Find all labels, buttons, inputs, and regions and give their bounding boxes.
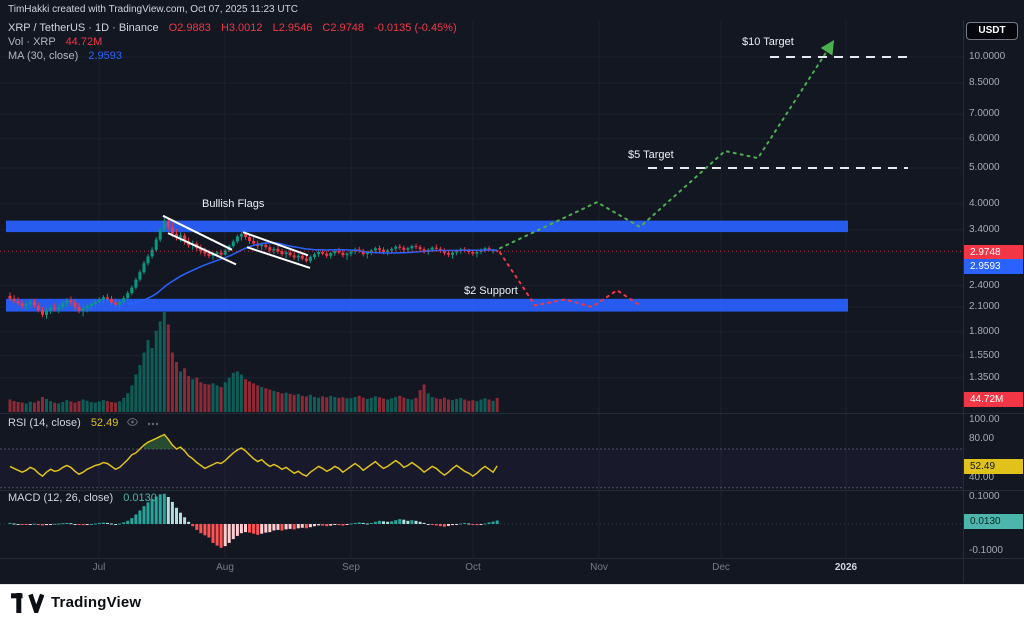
- axis-tick-label[interactable]: 1.8000: [969, 325, 1000, 337]
- eye-icon[interactable]: [127, 417, 139, 429]
- ohlc-open: O2.9883: [168, 22, 211, 34]
- axis-tick-label[interactable]: 0.1000: [969, 491, 1000, 502]
- rsi-overbought-fill: [144, 434, 173, 449]
- macd-histogram[interactable]: [8, 493, 499, 548]
- axis-tick-label[interactable]: 1.5500: [969, 349, 1000, 361]
- bearish-projection-path[interactable]: [499, 251, 641, 309]
- symbol-title[interactable]: XRP / TetherUS · 1D · Binance: [8, 22, 159, 34]
- last-price-badge: 2.9748: [964, 245, 1023, 260]
- axis-tick-label[interactable]: 8.5000: [969, 77, 1000, 89]
- chart-annotation[interactable]: $5 Target: [628, 149, 674, 161]
- ma-legend[interactable]: MA (30, close) 2.9593: [8, 50, 122, 62]
- bullish-projection-path[interactable]: [499, 40, 835, 250]
- macd-value-badge: 0.0130: [964, 514, 1023, 529]
- tradingview-logo-icon[interactable]: [10, 592, 44, 613]
- chart-annotation[interactable]: $10 Target: [742, 36, 794, 48]
- axis-tick-label[interactable]: 3.4000: [969, 223, 1000, 235]
- currency-toggle-button[interactable]: USDT: [966, 22, 1018, 40]
- ohlc-close: C2.9748: [322, 22, 365, 34]
- ohlc-low: L2.9546: [272, 22, 313, 34]
- rsi-line[interactable]: [9, 433, 498, 478]
- axis-tick-label[interactable]: -0.1000: [969, 545, 1003, 556]
- rsi-legend-value: 52.49: [90, 417, 119, 429]
- rsi-legend-label[interactable]: RSI (14, close): [8, 417, 81, 429]
- time-axis-label[interactable]: Nov: [590, 562, 608, 573]
- volume-legend[interactable]: Vol · XRP 44.72M: [8, 36, 102, 48]
- attribution-text: TimHakki created with TradingView.com, O…: [8, 4, 298, 15]
- ohlc-high: H3.0012: [220, 22, 263, 34]
- volume-legend-label[interactable]: Vol · XRP: [8, 36, 56, 48]
- attribution-bar: TimHakki created with TradingView.com, O…: [0, 0, 1024, 20]
- axis-tick-label[interactable]: 4.0000: [969, 197, 1000, 209]
- axis-tick-label[interactable]: 6.0000: [969, 132, 1000, 144]
- axis-tick-label[interactable]: 2.1000: [969, 300, 1000, 312]
- axis-tick-label[interactable]: 1.3500: [969, 371, 1000, 383]
- volume-histogram[interactable]: [8, 312, 499, 413]
- more-options-icon[interactable]: [147, 417, 159, 429]
- ma-legend-value: 2.9593: [88, 50, 123, 62]
- axis-tick-label[interactable]: 100.00: [969, 414, 1000, 425]
- chart-annotation[interactable]: Bullish Flags: [202, 198, 265, 210]
- time-axis-label[interactable]: 2026: [834, 562, 858, 573]
- ohlc-change: -0.0135 (-0.45%): [374, 22, 457, 34]
- tradingview-wordmark[interactable]: TradingView: [51, 594, 142, 611]
- macd-legend-label[interactable]: MACD (12, 26, close): [8, 492, 114, 504]
- macd-legend-value: 0.0130: [123, 492, 157, 504]
- support-resistance-bands[interactable]: [6, 220, 848, 312]
- time-axis-label[interactable]: Jul: [92, 562, 106, 573]
- tradingview-footer[interactable]: TradingView: [0, 584, 1024, 620]
- time-axis-label[interactable]: Oct: [465, 562, 481, 573]
- ma-line[interactable]: [127, 242, 498, 305]
- axis-tick-label[interactable]: 5.0000: [969, 162, 1000, 174]
- rsi-value-badge: 52.49: [964, 459, 1023, 474]
- macd-legend[interactable]: MACD (12, 26, close) 0.0130: [8, 492, 157, 504]
- volume-value-badge: 44.72M: [964, 392, 1023, 407]
- rsi-legend[interactable]: RSI (14, close) 52.49: [8, 417, 159, 429]
- time-axis-label[interactable]: Sep: [342, 562, 360, 573]
- chart-annotation[interactable]: $2 Support: [464, 285, 518, 297]
- bull-flag-lines[interactable]: [162, 214, 311, 269]
- axis-tick-label[interactable]: 40.00: [969, 472, 995, 484]
- axis-tick-label[interactable]: 80.00: [969, 433, 995, 445]
- target-price-lines[interactable]: [648, 56, 908, 169]
- axis-tick-label[interactable]: 10.0000: [969, 51, 1006, 62]
- ma-legend-label[interactable]: MA (30, close): [8, 50, 79, 62]
- ma-value-badge: 2.9593: [964, 259, 1023, 274]
- symbol-legend[interactable]: XRP / TetherUS · 1D · Binance O2.9883 H3…: [8, 22, 457, 34]
- volume-legend-value: 44.72M: [65, 36, 103, 48]
- axis-tick-label[interactable]: 7.0000: [969, 108, 1000, 120]
- axis-tick-label[interactable]: 2.4000: [969, 279, 1000, 291]
- time-axis-label[interactable]: Aug: [216, 562, 234, 573]
- time-axis-label[interactable]: Dec: [712, 562, 730, 573]
